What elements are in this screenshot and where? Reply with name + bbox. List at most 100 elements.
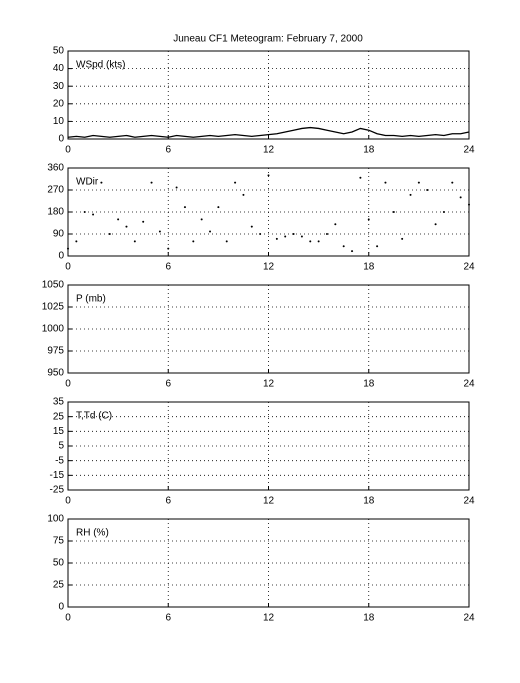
data-point [367, 218, 370, 221]
y-tick-label: 100 [47, 514, 64, 525]
y-tick-label: 0 [58, 602, 64, 613]
data-point [142, 220, 145, 223]
data-point [209, 230, 212, 233]
y-tick-label: 25 [53, 411, 65, 422]
panel-label: WSpd (kts) [76, 60, 125, 71]
y-tick-label: 5 [58, 441, 64, 452]
y-tick-label: 1050 [42, 280, 65, 291]
data-point [384, 181, 387, 184]
panel-label: T,Td (C) [76, 411, 112, 422]
data-point [158, 230, 161, 233]
data-point [83, 211, 86, 213]
x-tick-label: 0 [65, 613, 71, 624]
y-tick-label: 20 [53, 98, 65, 109]
data-point [183, 206, 186, 209]
data-point [75, 240, 78, 243]
data-point [67, 247, 69, 250]
x-tick-label: 0 [65, 496, 71, 507]
data-point [401, 237, 404, 240]
data-point [392, 211, 395, 213]
panel-label: WDir [76, 177, 99, 188]
data-point [150, 181, 153, 184]
data-point [133, 240, 136, 243]
y-tick-label: 75 [53, 536, 65, 547]
x-tick-label: 6 [165, 379, 171, 390]
y-tick-label: 50 [53, 558, 65, 569]
data-point [250, 225, 253, 228]
y-tick-label: 30 [53, 81, 65, 92]
y-tick-label: 270 [47, 185, 64, 196]
y-tick-label: 90 [53, 229, 65, 240]
data-point [342, 245, 345, 248]
x-tick-label: 18 [363, 496, 375, 507]
x-tick-label: 24 [463, 379, 475, 390]
x-tick-label: 18 [363, 379, 375, 390]
y-tick-label: -5 [55, 455, 64, 466]
y-tick-label: 360 [47, 163, 64, 174]
y-tick-label: 0 [58, 251, 64, 262]
x-tick-label: 24 [463, 262, 475, 273]
x-tick-label: 24 [463, 613, 475, 624]
y-tick-label: 975 [47, 346, 64, 357]
panel-label: RH (%) [76, 528, 109, 539]
data-point [442, 211, 445, 213]
data-point [200, 218, 203, 221]
y-tick-label: 15 [53, 426, 65, 437]
data-point [317, 240, 320, 243]
data-point [275, 237, 278, 240]
data-point [451, 181, 454, 184]
x-tick-label: 0 [65, 379, 71, 390]
x-tick-label: 12 [263, 496, 275, 507]
plot-frame [67, 518, 470, 608]
x-tick-label: 12 [263, 379, 275, 390]
data-point [242, 193, 245, 196]
data-point [117, 218, 120, 221]
x-tick-label: 18 [363, 613, 375, 624]
y-tick-label: 0 [58, 134, 64, 145]
x-tick-label: 0 [65, 262, 71, 273]
x-tick-label: 6 [165, 496, 171, 507]
data-point [225, 240, 228, 243]
x-tick-label: 12 [263, 262, 275, 273]
data-point [234, 181, 237, 184]
data-point [108, 233, 111, 235]
data-point [267, 174, 270, 177]
data-point [459, 196, 462, 199]
data-line [67, 126, 470, 138]
data-point [351, 250, 354, 253]
y-tick-label: 10 [53, 116, 65, 127]
x-tick-label: 6 [165, 145, 171, 156]
y-tick-label: 180 [47, 207, 64, 218]
data-point [284, 235, 287, 238]
data-point [468, 203, 470, 206]
y-tick-label: 1000 [42, 324, 65, 335]
data-point [376, 245, 379, 248]
data-point [309, 240, 312, 243]
data-point [359, 176, 362, 179]
y-tick-label: 25 [53, 580, 65, 591]
data-point [192, 240, 195, 243]
y-tick-label: 50 [53, 46, 65, 57]
y-tick-label: 35 [53, 397, 65, 408]
data-point [417, 181, 420, 184]
data-point [100, 181, 103, 184]
y-tick-label: 950 [47, 368, 64, 379]
data-point [426, 189, 429, 191]
data-point [259, 233, 262, 235]
data-point [125, 225, 128, 228]
plot-frame [67, 167, 470, 257]
x-tick-label: 0 [65, 145, 71, 156]
x-tick-label: 18 [363, 145, 375, 156]
plot-frame [67, 401, 470, 491]
data-point [175, 186, 178, 189]
y-tick-label: 1025 [42, 302, 65, 313]
y-tick-label: -25 [50, 485, 65, 496]
data-point [300, 235, 303, 238]
data-point [292, 233, 295, 235]
x-tick-label: 12 [263, 613, 275, 624]
x-tick-label: 6 [165, 613, 171, 624]
data-point [217, 206, 220, 209]
data-point [334, 223, 337, 226]
chart-title: Juneau CF1 Meteogram: February 7, 2000 [173, 34, 363, 45]
